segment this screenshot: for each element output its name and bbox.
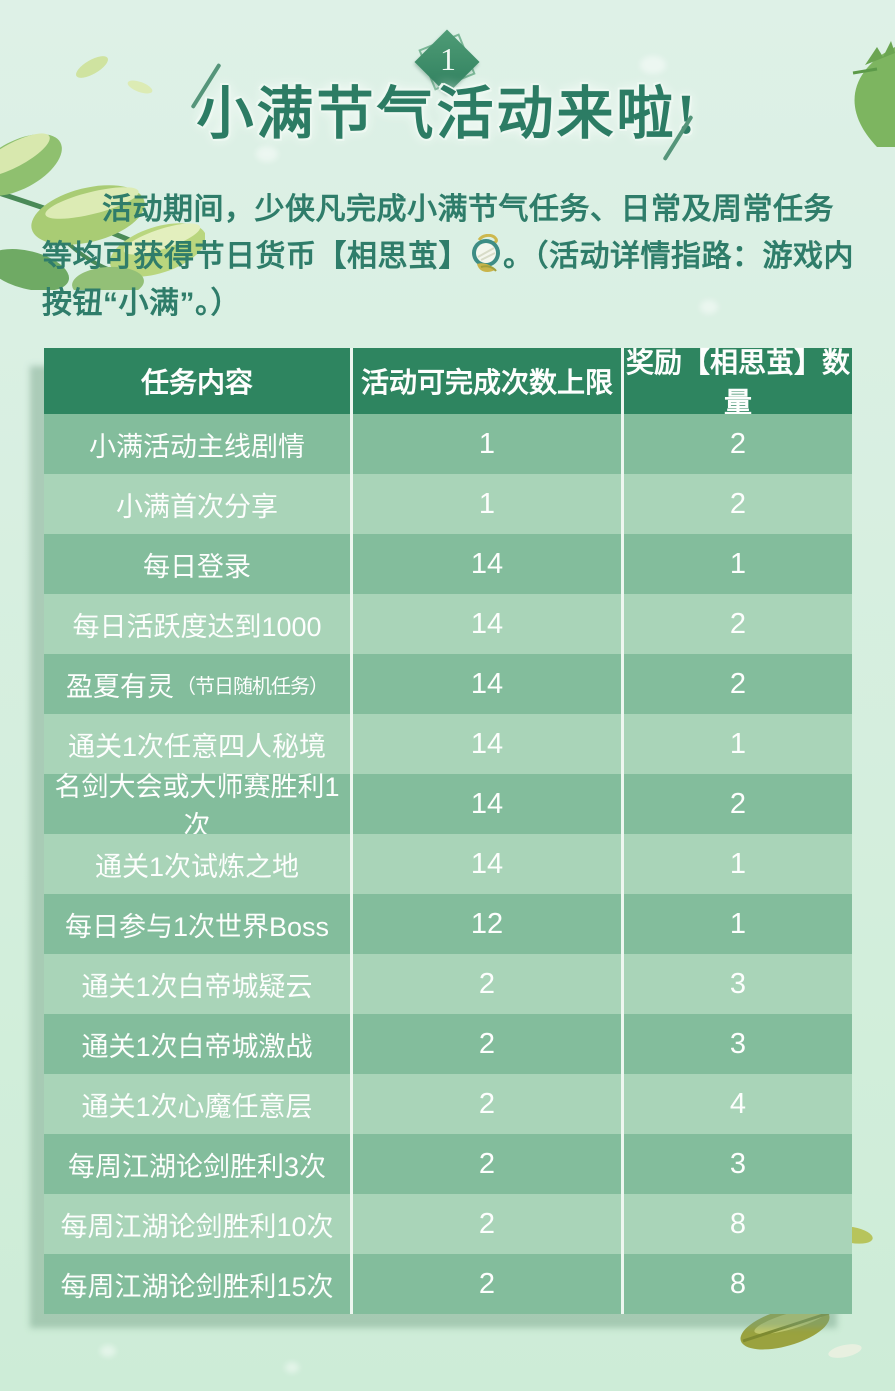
limit-cell: 14 [353,834,624,894]
reward-cell: 1 [624,714,852,774]
table-row: 每周江湖论剑胜利3次 2 3 [44,1134,855,1194]
table-row: 每日登录 14 1 [44,534,855,594]
table-row: 通关1次试炼之地 14 1 [44,834,855,894]
intro-text-after: 。（活动详情指路：游戏内按钮“小满”。） [42,240,854,320]
reward-cell: 2 [624,654,852,714]
task-cell: 名剑大会或大师赛胜利1次 [44,772,353,841]
limit-cell: 2 [353,1134,624,1194]
table-row: 通关1次白帝城激战 2 3 [44,1014,855,1074]
page-title: 小满节气活动来啦! [196,83,699,146]
table-row: 通关1次心魔任意层 2 4 [44,1074,855,1134]
limit-cell: 2 [353,1254,624,1314]
reward-cell: 3 [624,954,852,1014]
sparkle-icon [700,300,718,314]
reward-cell: 2 [624,774,852,834]
table-row: 每周江湖论剑胜利10次 2 8 [44,1194,855,1254]
header-task-content: 任务内容 [44,348,353,414]
task-cell: 每日活跃度达到1000 [44,594,353,654]
reward-cell: 2 [624,414,852,474]
limit-cell: 12 [353,894,624,954]
diamond-badge-icon: 1 [414,29,480,95]
reward-cell: 2 [624,474,852,534]
reward-cell: 3 [624,1014,852,1074]
task-cell: 通关1次任意四人秘境 [44,714,353,774]
task-cell: 每周江湖论剑胜利10次 [44,1194,353,1254]
table-row: 小满活动主线剧情 1 2 [44,414,855,474]
reward-cell: 3 [624,1134,852,1194]
task-cell: 每周江湖论剑胜利15次 [44,1254,353,1314]
limit-cell: 2 [353,1074,624,1134]
cocoon-currency-icon [472,234,500,272]
task-cell: 每日参与1次世界Boss [44,894,353,954]
reward-cell: 1 [624,834,852,894]
table-row: 通关1次任意四人秘境 14 1 [44,714,855,774]
sparkle-icon [640,56,666,74]
task-cell: 通关1次试炼之地 [44,834,353,894]
table-row: 通关1次白帝城疑云 2 3 [44,954,855,1014]
table-row: 每周江湖论剑胜利15次 2 8 [44,1254,855,1314]
limit-cell: 14 [353,534,624,594]
task-table: 任务内容 活动可完成次数上限 奖励【相思茧】数量 小满活动主线剧情 1 2 小满首次分… [44,347,855,1314]
limit-cell: 2 [353,1014,624,1074]
sparkle-icon [285,1362,299,1373]
table-header-row: 任务内容 活动可完成次数上限 奖励【相思茧】数量 [44,347,855,418]
intro-paragraph: 活动期间，少侠凡完成小满节气任务、日常及周常任务等均可获得节日货币【相思茧】 。… [42,186,860,327]
table-row: 小满首次分享 1 2 [44,474,855,534]
task-cell: 每周江湖论剑胜利3次 [44,1134,353,1194]
header-completion-limit: 活动可完成次数上限 [353,348,624,414]
table-body: 小满活动主线剧情 1 2 小满首次分享 1 2 每日登录 14 1 每日活跃度达到1000 14 2 盈… [44,414,855,1314]
task-note: （节日随机任务） [176,675,329,698]
limit-cell: 14 [353,774,624,834]
task-cell: 通关1次白帝城激战 [44,1014,353,1074]
table-row: 每日参与1次世界Boss 12 1 [44,894,855,954]
limit-cell: 2 [353,1194,624,1254]
limit-cell: 2 [353,954,624,1014]
reward-cell: 4 [624,1074,852,1134]
reward-cell: 1 [624,894,852,954]
limit-cell: 14 [353,594,624,654]
sparkle-icon [256,146,278,162]
limit-cell: 1 [353,414,624,474]
limit-cell: 14 [353,654,624,714]
header-reward-amount: 奖励【相思茧】数量 [624,347,852,418]
reward-cell: 8 [624,1194,852,1254]
badge-number: 1 [440,41,456,77]
task-cell: 盈夏有灵 （节日随机任务） [44,654,353,714]
reward-cell: 8 [624,1254,852,1314]
sparkle-icon [100,1345,116,1357]
task-cell: 小满首次分享 [44,474,353,534]
table-row: 名剑大会或大师赛胜利1次 14 2 [44,772,855,841]
reward-cell: 1 [624,534,852,594]
intro-text-before: 活动期间，少侠凡完成小满节气任务、日常及周常任务等均可获得节日货币【相思茧】 [42,193,834,273]
task-cell: 通关1次白帝城疑云 [44,954,353,1014]
task-cell: 通关1次心魔任意层 [44,1074,353,1134]
limit-cell: 14 [353,714,624,774]
task-cell: 每日登录 [44,534,353,594]
table-row: 每日活跃度达到1000 14 2 [44,594,855,654]
limit-cell: 1 [353,474,624,534]
table-row: 盈夏有灵 （节日随机任务） 14 2 [44,654,855,714]
reward-cell: 2 [624,594,852,654]
task-cell: 小满活动主线剧情 [44,414,353,474]
